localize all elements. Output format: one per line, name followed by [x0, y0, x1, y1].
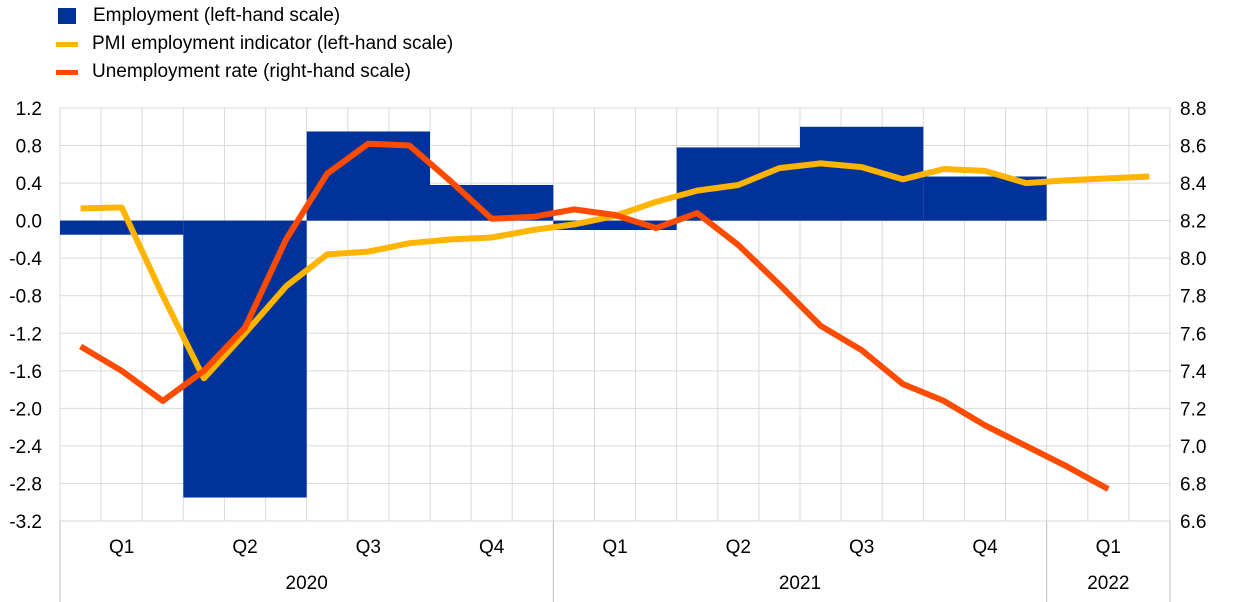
left-axis-tick-label: 0.0 [16, 212, 42, 233]
legend-swatch-unemployment [56, 69, 78, 75]
x-axis-year-label: 2022 [1087, 573, 1129, 594]
employment-bar [60, 220, 184, 235]
legend-swatch-employment [58, 8, 76, 24]
right-axis-tick-label: 6.6 [1180, 512, 1206, 533]
left-axis-tick-label: -3.2 [9, 512, 42, 533]
right-axis-tick-label: 7.4 [1180, 362, 1207, 383]
right-axis-tick-label: 8.4 [1180, 174, 1207, 195]
legend-item-unemployment: Unemployment rate (right-hand scale) [56, 58, 453, 86]
right-axis-tick-label: 7.6 [1180, 324, 1206, 345]
left-axis-tick-label: -2.0 [9, 399, 42, 420]
legend-item-employment: Employment (left-hand scale) [58, 2, 453, 30]
left-axis-tick-label: -0.8 [9, 287, 42, 308]
x-axis-quarter-label: Q4 [972, 537, 998, 558]
legend-label-pmi: PMI employment indicator (left-hand scal… [92, 33, 454, 54]
x-axis-year-label: 2020 [286, 573, 328, 594]
legend-item-pmi: PMI employment indicator (left-hand scal… [56, 30, 454, 58]
right-axis-tick-label: 7.0 [1180, 437, 1206, 458]
x-axis-quarter-label: Q3 [356, 537, 381, 558]
legend-label-unemployment: Unemployment rate (right-hand scale) [92, 61, 411, 82]
x-axis-quarter-label: Q1 [1096, 537, 1121, 558]
employment-bar [183, 220, 307, 498]
right-axis-tick-label: 8.8 [1180, 99, 1206, 120]
employment-bar [553, 220, 677, 231]
right-axis-tick-label: 7.8 [1180, 287, 1206, 308]
employment-bar [800, 126, 924, 221]
x-axis-year-label: 2021 [779, 573, 821, 594]
left-axis-tick-label: -0.4 [9, 249, 42, 270]
left-axis-tick-label: 0.8 [16, 137, 42, 158]
right-axis-tick-label: 8.0 [1180, 249, 1206, 270]
legend-swatch-pmi [56, 41, 78, 47]
x-axis-quarter-label: Q4 [479, 537, 505, 558]
unemployment-rate-line [79, 140, 1110, 492]
x-axis-quarter-label: Q1 [602, 537, 627, 558]
x-axis-quarter-label: Q2 [726, 537, 751, 558]
x-axis-quarter-label: Q1 [109, 537, 134, 558]
right-axis-tick-label: 8.6 [1180, 137, 1206, 158]
left-axis-tick-label: 1.2 [16, 99, 42, 120]
right-axis-tick-label: 8.2 [1180, 212, 1206, 233]
left-axis-tick-label: -2.4 [9, 437, 42, 458]
right-axis-tick-label: 6.8 [1180, 474, 1206, 495]
left-axis-tick-label: -2.8 [9, 474, 42, 495]
legend: Employment (left-hand scale) PMI employm… [56, 2, 454, 86]
left-axis-tick-label: -1.6 [9, 362, 42, 383]
x-axis-quarter-label: Q2 [232, 537, 257, 558]
legend-label-employment: Employment (left-hand scale) [93, 5, 341, 26]
left-axis-tick-label: 0.4 [16, 174, 43, 195]
x-axis-quarter-label: Q3 [849, 537, 874, 558]
left-axis-tick-label: -1.2 [9, 324, 42, 345]
right-axis-tick-label: 7.2 [1180, 399, 1206, 420]
